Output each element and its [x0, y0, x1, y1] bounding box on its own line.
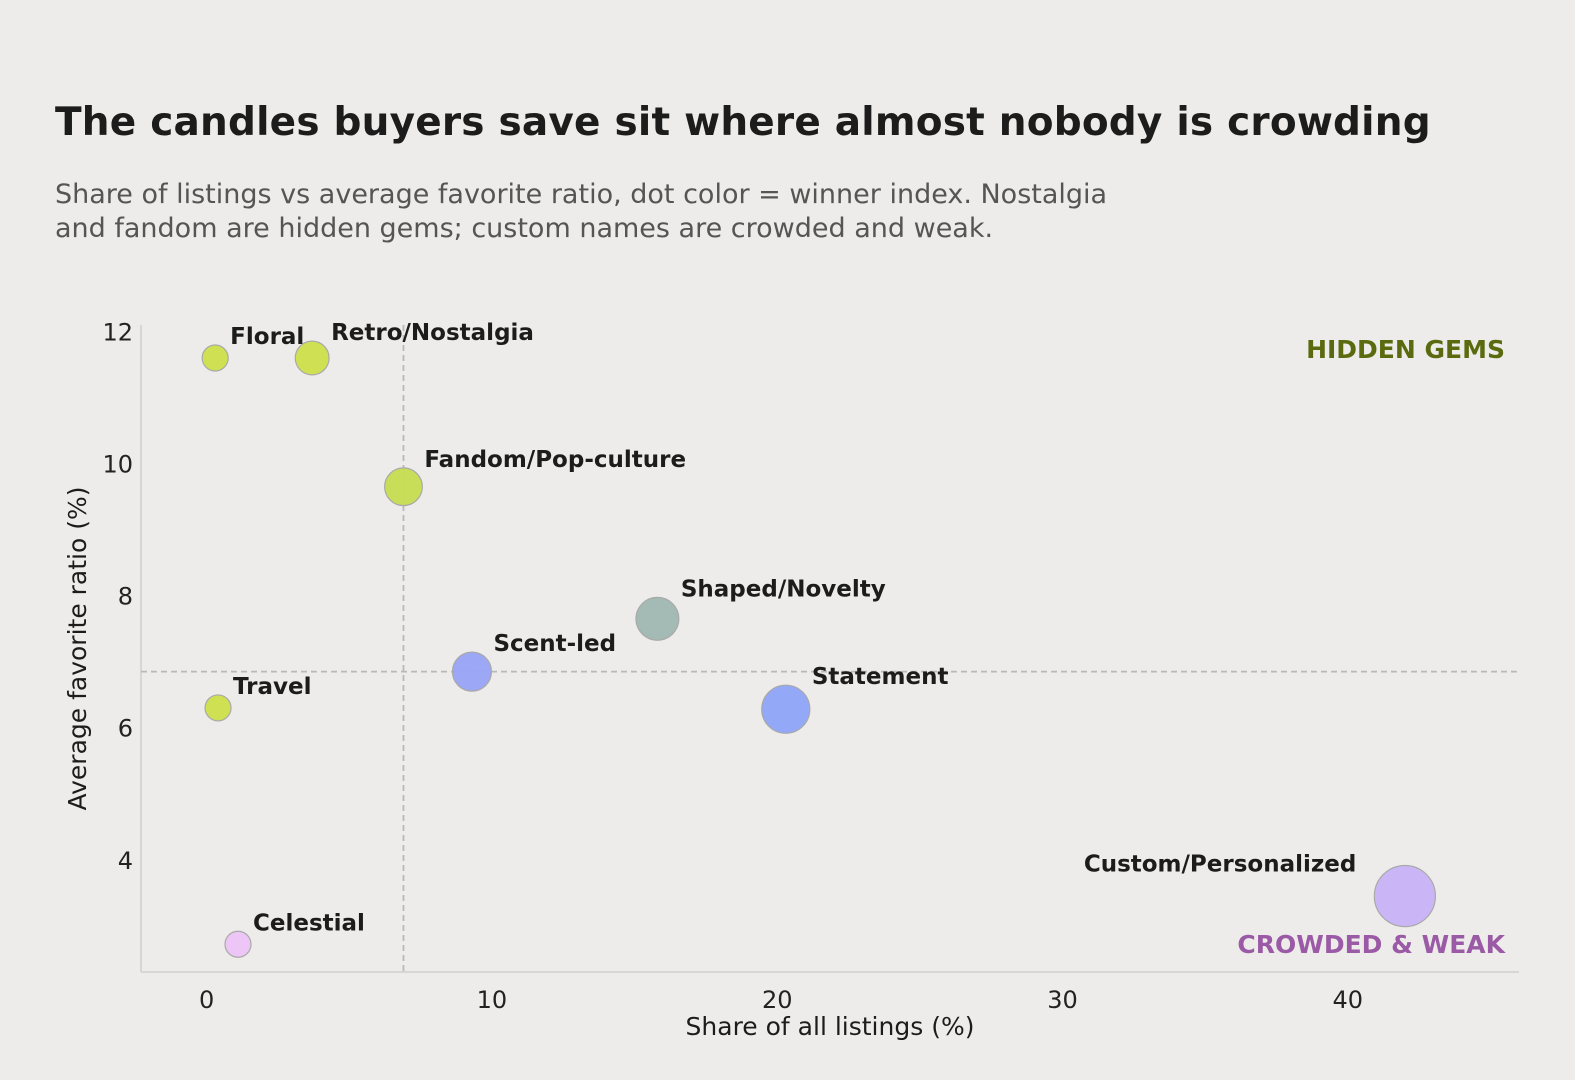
y-tick-label: 8: [118, 583, 133, 611]
quadrant-label: CROWDED & WEAK: [1237, 930, 1506, 959]
y-tick-label: 6: [118, 715, 133, 743]
chart-subtitle: Share of listings vs average favorite ra…: [55, 178, 1295, 246]
data-point: [384, 467, 423, 507]
data-point: [635, 596, 680, 641]
point-label: Shaped/Novelty: [681, 576, 886, 602]
data-points: [201, 340, 1437, 958]
data-point: [204, 694, 232, 722]
data-point: [294, 340, 330, 376]
point-labels: Floral Retro/Nostalgia Fandom/Pop-culture S…: [230, 320, 1356, 936]
data-point: [201, 344, 229, 372]
reference-lines: [141, 325, 1519, 972]
x-tick-label: 20: [762, 986, 793, 1014]
point-label: Scent-led: [493, 631, 616, 657]
point-label: Floral: [230, 324, 304, 350]
y-tick-label: 12: [102, 319, 133, 347]
point-label: Travel: [233, 674, 312, 700]
point-label: Custom/Personalized: [1084, 852, 1357, 878]
y-tick-label: 10: [102, 451, 133, 479]
x-tick-label: 40: [1333, 986, 1364, 1014]
subtitle-line-1: Share of listings vs average favorite ra…: [55, 179, 1108, 210]
x-axis-label: Share of all listings (%): [686, 1012, 975, 1041]
chart-axes: [140, 325, 1519, 973]
point-label: Statement: [812, 664, 949, 690]
quadrant-labels: HIDDEN GEMS CROWDED & WEAK: [1237, 335, 1506, 959]
tick-labels: 0 10 20 30 40 4 6 8 10 12: [102, 319, 1363, 1014]
point-label: Fandom/Pop-culture: [424, 447, 686, 473]
data-point: [761, 684, 811, 734]
point-label: Celestial: [253, 910, 365, 936]
x-tick-label: 30: [1047, 986, 1078, 1014]
data-point: [451, 651, 493, 692]
subtitle-line-2: and fandom are hidden gems; custom names…: [55, 213, 994, 244]
data-point: [1373, 864, 1437, 928]
chart-title: The candles buyers save sit where almost…: [55, 100, 1431, 145]
y-axis-label: Average favorite ratio (%): [63, 486, 92, 810]
x-tick-label: 10: [477, 986, 508, 1014]
y-tick-label: 4: [118, 847, 133, 875]
quadrant-label: HIDDEN GEMS: [1306, 335, 1505, 364]
point-label: Retro/Nostalgia: [331, 320, 534, 346]
x-tick-label: 0: [199, 986, 214, 1014]
data-point: [224, 930, 252, 958]
